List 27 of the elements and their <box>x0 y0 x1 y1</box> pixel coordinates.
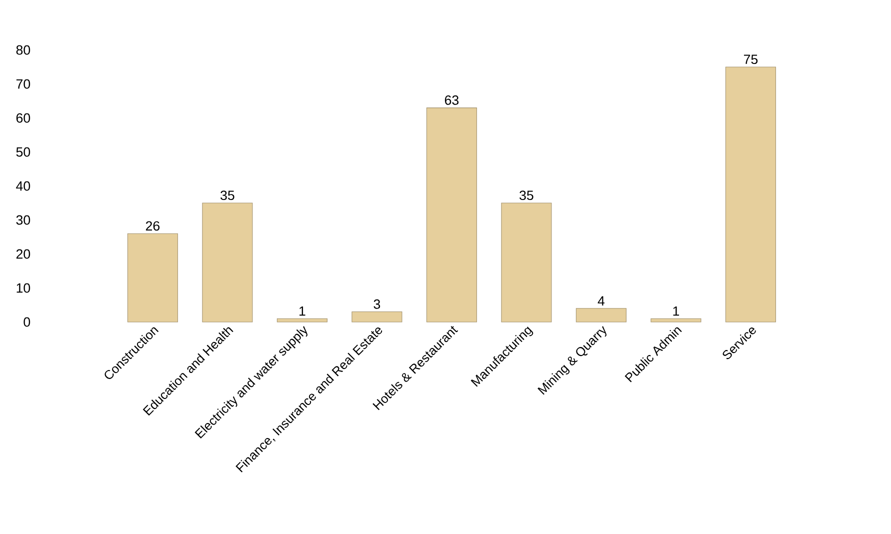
y-tick-label: 60 <box>16 113 30 123</box>
bar <box>576 308 626 322</box>
data-label: 3 <box>374 299 380 309</box>
y-tick-label: 70 <box>16 79 30 89</box>
bar <box>426 108 477 322</box>
data-label: 1 <box>673 306 680 316</box>
y-tick-label: 0 <box>24 317 30 327</box>
bar <box>352 312 402 322</box>
data-label: 35 <box>220 190 234 200</box>
bar <box>650 318 702 322</box>
y-tick-label: 40 <box>16 181 30 191</box>
bar <box>501 202 552 322</box>
bar <box>202 202 253 322</box>
y-tick-label: 80 <box>16 45 30 55</box>
bar <box>127 233 178 322</box>
data-label: 63 <box>444 95 459 105</box>
y-tick-label: 50 <box>16 147 30 157</box>
data-label: 75 <box>744 54 758 64</box>
data-label: 26 <box>146 221 160 231</box>
y-tick-label: 20 <box>16 249 30 259</box>
data-label: 1 <box>300 306 306 316</box>
bar <box>276 318 328 322</box>
data-label: 35 <box>520 190 534 200</box>
bar <box>725 66 776 322</box>
data-label: 4 <box>598 296 605 306</box>
y-tick-label: 10 <box>16 283 30 293</box>
y-tick-label: 30 <box>16 215 30 225</box>
